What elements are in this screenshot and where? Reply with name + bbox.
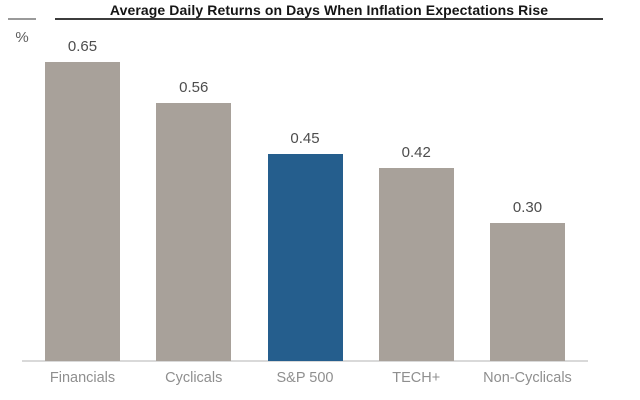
bar-value-label: 0.56 bbox=[179, 79, 209, 96]
bar bbox=[156, 103, 232, 361]
bar-value-label: 0.42 bbox=[401, 144, 431, 161]
bar-value-label: 0.30 bbox=[512, 199, 543, 216]
bar bbox=[490, 223, 565, 361]
x-axis-baseline bbox=[22, 360, 588, 362]
bar bbox=[267, 154, 343, 361]
title-underline bbox=[55, 18, 603, 20]
bar-category-label: Non-Cyclicals bbox=[483, 370, 572, 386]
bar-value-label: 0.65 bbox=[67, 38, 98, 55]
unit-dash bbox=[8, 18, 36, 20]
bar-category-label: Cyclicals bbox=[165, 370, 223, 386]
bar-category-label: TECH+ bbox=[392, 370, 441, 386]
y-axis-unit-label: % bbox=[15, 29, 29, 46]
bar bbox=[45, 62, 120, 361]
bar-category-label: S&P 500 bbox=[276, 370, 334, 386]
bar-category-label: Financials bbox=[49, 370, 116, 386]
bar-value-label: 0.45 bbox=[290, 130, 320, 147]
chart-title: Average Daily Returns on Days When Infla… bbox=[109, 2, 549, 18]
bar bbox=[378, 168, 454, 361]
